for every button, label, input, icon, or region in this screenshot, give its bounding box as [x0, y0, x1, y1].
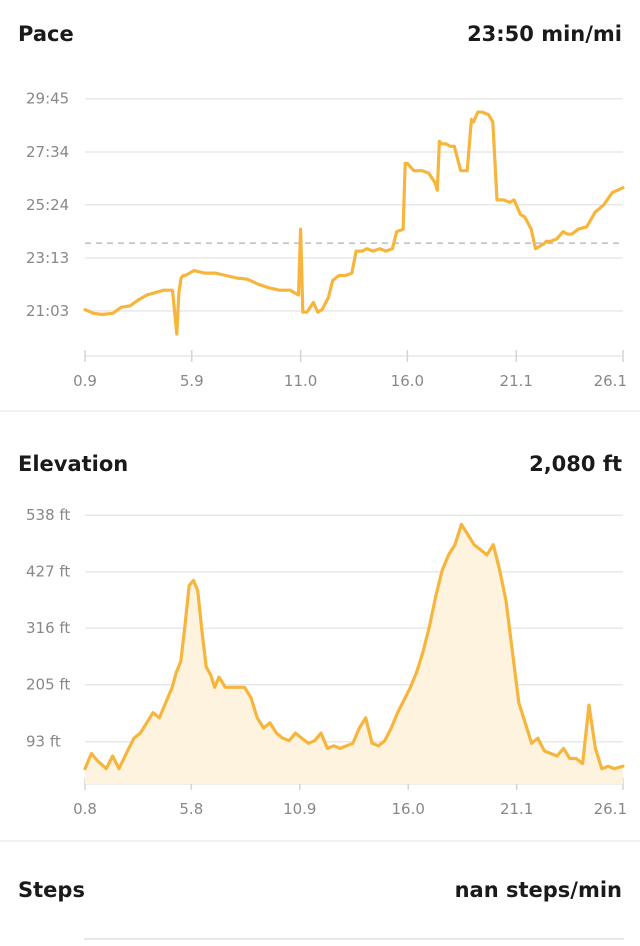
section-divider [0, 410, 640, 412]
x-tick-label: 0.9 [73, 372, 97, 390]
x-tick-label: 26.1 [594, 372, 627, 390]
section-divider [0, 840, 640, 842]
y-tick-label: 23:13 [26, 249, 69, 267]
elevation-value: 2,080 ft [529, 452, 622, 476]
y-tick-label: 427 ft [26, 563, 70, 581]
elevation-section: Elevation 2,080 ft 538 ft 427 ft 316 ft 205… [0, 412, 640, 840]
y-tick-label: 27:34 [26, 143, 69, 161]
pace-title: Pace [18, 22, 74, 46]
pace-chart: 29:45 27:34 25:24 23:13 21:03 0.9 5.9 11.0 16.0 2… [26, 90, 627, 390]
pace-value: 23:50 min/mi [467, 22, 622, 46]
x-tick-label: 16.0 [392, 800, 425, 818]
steps-section: Steps nan steps/min [0, 842, 640, 946]
x-tick-label: 10.9 [283, 800, 316, 818]
y-tick-label: 25:24 [26, 196, 69, 214]
y-tick-label: 29:45 [26, 90, 69, 108]
x-tick-label: 11.0 [284, 372, 317, 390]
x-tick-label: 21.1 [500, 372, 533, 390]
x-tick-label: 5.9 [180, 372, 204, 390]
elevation-title: Elevation [18, 452, 129, 476]
steps-value: nan steps/min [454, 878, 622, 902]
elevation-area-fill [85, 524, 623, 784]
y-tick-label: 538 ft [26, 506, 70, 524]
elevation-line [83, 522, 625, 771]
x-tick-label: 21.1 [500, 800, 533, 818]
steps-chart-gridline [84, 938, 624, 940]
x-tick-label: 26.1 [594, 800, 627, 818]
pace-section: Pace 23:50 min/mi 29:45 27:34 25:24 23:13 21… [0, 0, 640, 410]
x-tick-label: 5.8 [179, 800, 203, 818]
y-tick-label: 205 ft [26, 676, 70, 694]
x-tick-label: 16.0 [391, 372, 424, 390]
steps-title: Steps [18, 878, 85, 902]
pace-line [83, 110, 625, 336]
x-tick-label: 0.8 [73, 800, 97, 818]
y-tick-label: 21:03 [26, 302, 69, 320]
elevation-chart: 538 ft 427 ft 316 ft 205 ft 93 ft 0.8 5.8 10.9 1… [26, 506, 627, 818]
y-tick-label: 93 ft [26, 733, 61, 751]
y-tick-label: 316 ft [26, 619, 70, 637]
